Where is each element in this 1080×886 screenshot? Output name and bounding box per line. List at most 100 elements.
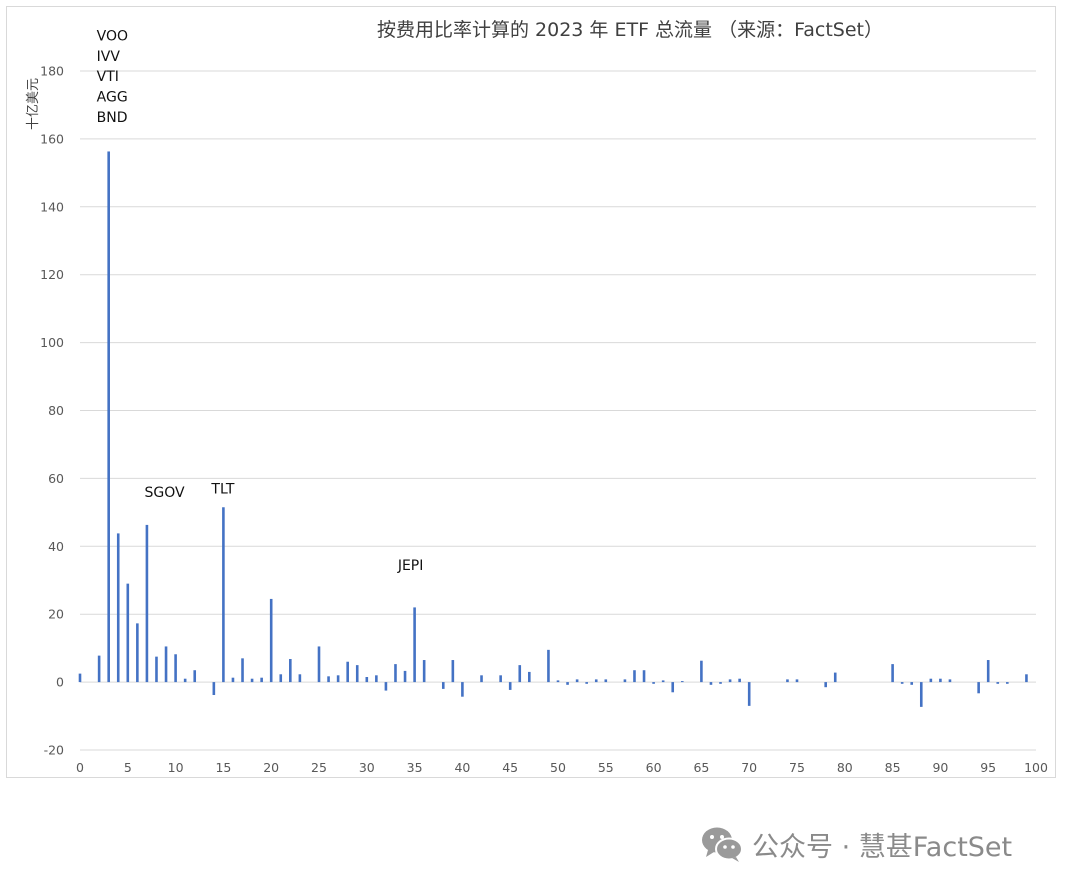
bar — [298, 674, 302, 683]
annotations: VOO IVV VTI AGG BND SGOV TLT JEPI — [97, 28, 424, 574]
x-tick-label: 5 — [124, 760, 132, 775]
x-tick-label: 40 — [454, 760, 470, 775]
bar — [910, 682, 914, 685]
bar — [327, 676, 330, 683]
bar — [508, 682, 512, 690]
bar — [279, 674, 283, 683]
bar — [680, 681, 684, 683]
bar — [652, 682, 655, 684]
wechat-icon — [702, 827, 743, 862]
annotation-label: TLT — [210, 482, 234, 498]
y-axis-label: 十亿美元 — [26, 78, 41, 130]
bar — [833, 672, 837, 683]
bar — [986, 660, 990, 683]
bar — [212, 682, 216, 696]
x-axis-ticks: 0 5 10 15 20 25 30 35 40 45 50 55 60 65 70 75 80 85 90 95 10… — [76, 760, 1048, 775]
bar — [891, 664, 894, 683]
annotation-label: JEPI — [397, 558, 424, 574]
bar — [661, 680, 665, 683]
bar — [633, 670, 636, 683]
bar — [231, 677, 235, 683]
bar — [929, 678, 933, 683]
bar — [97, 655, 101, 683]
bar — [250, 678, 254, 683]
bar — [575, 679, 579, 683]
annotation-label: VTI — [97, 69, 119, 85]
y-tick-label: -20 — [44, 743, 64, 758]
bar — [413, 607, 416, 683]
bar — [422, 660, 426, 683]
bar — [528, 671, 531, 683]
bar — [193, 670, 197, 683]
bar — [384, 682, 388, 691]
x-tick-label: 70 — [741, 760, 757, 775]
x-tick-label: 35 — [407, 760, 423, 775]
bar — [709, 682, 713, 685]
bar — [1006, 682, 1009, 684]
bar — [623, 679, 627, 683]
etf-flows-chart: 按费用比率计算的 2023 年 ETF 总流量 （来源：FactSet） 十亿美… — [26, 19, 1048, 775]
bar — [451, 660, 455, 683]
x-tick-label: 60 — [646, 760, 662, 775]
x-tick-label: 15 — [215, 760, 231, 775]
bar — [499, 675, 502, 683]
chart-frame — [6, 6, 1056, 778]
bar — [355, 665, 359, 683]
x-tick-label: 30 — [359, 760, 375, 775]
x-tick-label: 85 — [885, 760, 901, 775]
bar — [136, 623, 139, 683]
y-axis-ticks: -20 0 20 40 60 80 100 120 140 160 180 — [40, 64, 64, 758]
bar — [441, 682, 445, 689]
bar — [556, 680, 560, 683]
x-tick-label: 0 — [76, 760, 84, 775]
annotation-label: AGG — [97, 90, 128, 106]
bar — [78, 673, 82, 683]
x-tick-label: 100 — [1024, 760, 1048, 775]
annotation-label: IVV — [97, 49, 121, 65]
bar — [547, 649, 550, 683]
gridlines — [80, 70, 1036, 751]
x-tick-label: 65 — [693, 760, 709, 775]
x-tick-label: 95 — [980, 760, 996, 775]
x-tick-label: 90 — [932, 760, 948, 775]
bar — [594, 679, 598, 683]
bars — [78, 151, 1028, 707]
annotation-label: SGOV — [144, 485, 185, 501]
bar — [155, 656, 158, 683]
y-tick-label: 20 — [48, 607, 64, 622]
bar — [919, 682, 923, 707]
bar — [116, 533, 120, 683]
y-tick-label: 80 — [48, 403, 64, 418]
y-tick-label: 140 — [40, 199, 64, 214]
bar — [728, 679, 732, 683]
x-tick-label: 10 — [168, 760, 184, 775]
bar — [585, 682, 588, 684]
bar — [900, 682, 904, 684]
x-tick-label: 75 — [789, 760, 805, 775]
bar — [241, 658, 244, 683]
bar — [317, 646, 321, 683]
bar — [1025, 674, 1028, 683]
y-tick-label: 120 — [40, 267, 64, 282]
bar — [260, 677, 263, 683]
bar — [164, 646, 168, 683]
annotation-label: VOO — [97, 28, 128, 44]
bar — [719, 682, 722, 684]
x-tick-label: 45 — [502, 760, 518, 775]
x-tick-label: 25 — [311, 760, 327, 775]
bar — [222, 507, 225, 683]
bar — [671, 682, 675, 693]
bar — [747, 682, 751, 706]
bar — [738, 678, 741, 683]
bar — [795, 679, 799, 683]
bar — [480, 675, 483, 683]
bar — [996, 682, 1000, 684]
y-tick-label: 0 — [56, 675, 64, 690]
y-tick-label: 100 — [40, 335, 64, 350]
x-tick-label: 50 — [550, 760, 566, 775]
x-tick-label: 20 — [263, 760, 279, 775]
bar — [518, 665, 522, 683]
y-tick-label: 160 — [40, 131, 64, 146]
bar — [289, 659, 292, 683]
bar — [107, 151, 110, 683]
